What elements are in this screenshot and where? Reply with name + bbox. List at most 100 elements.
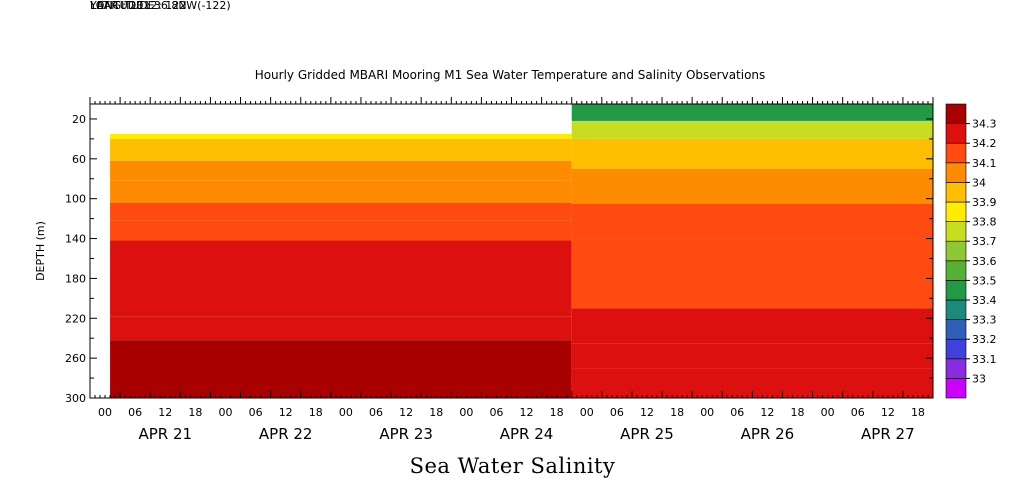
contour-band — [571, 343, 933, 369]
x-axis: 00 06 12 18 00 06 12 18 00 06 12 18 00 06 12 18 00 06 12 18… — [89, 97, 934, 443]
x-hour-label: 18 — [670, 406, 684, 419]
y-tick-label: 100 — [65, 193, 86, 206]
colorbar-swatch — [945, 201, 967, 222]
x-hour-label: 06 — [369, 406, 383, 419]
contour-band — [110, 160, 572, 181]
contour-band — [571, 203, 933, 239]
chart-footer: Sea Water Salinity — [409, 454, 616, 478]
colorbar-label: 34 — [972, 176, 986, 189]
x-hour-label: 00 — [459, 406, 473, 419]
y-tick-label: 180 — [65, 272, 86, 285]
y-tick-label: 300 — [65, 392, 86, 405]
x-hour-label: 12 — [760, 406, 774, 419]
x-hour-label: 00 — [98, 406, 112, 419]
colorbar: 33 33.1 33.2 33.3 33.4 33.5 33.6 33.7 33.8 33.9 34… — [945, 103, 997, 399]
colorbar-swatch — [945, 280, 967, 301]
contour-band — [571, 104, 933, 121]
contour-band — [571, 138, 933, 169]
colorbar-label: 33.6 — [972, 255, 997, 268]
x-hour-label: 18 — [550, 406, 564, 419]
x-hour-label: 06 — [610, 406, 624, 419]
colorbar-label: 33.4 — [972, 294, 997, 307]
contour-band — [110, 340, 572, 398]
colorbar-swatch — [945, 240, 967, 262]
y-axis-title: DEPTH (m) — [34, 221, 47, 281]
year-label: YEAR : 2012 — [90, 0, 158, 12]
x-hour-label: 12 — [158, 406, 172, 419]
colorbar-swatch — [945, 338, 967, 360]
salinity-contour-fills — [110, 104, 933, 398]
latitude-label: LATITUDE : 36.8N — [90, 0, 187, 12]
x-hour-label: 12 — [520, 406, 534, 419]
colorbar-swatch — [945, 378, 967, 399]
longitude-label: LONGITUDE : 122W(-122) — [90, 0, 231, 12]
x-day-label: APR 26 — [741, 425, 795, 443]
x-hour-label: 18 — [911, 406, 925, 419]
x-hour-label: 06 — [730, 406, 744, 419]
colorbar-swatch — [945, 319, 967, 340]
contour-band — [571, 308, 933, 344]
x-day-label: APR 22 — [259, 425, 313, 443]
colorbar-swatch — [945, 299, 967, 320]
y-tick-label: 60 — [72, 153, 86, 166]
contour-band — [110, 133, 572, 139]
colorbar-swatch — [945, 358, 967, 379]
x-hour-label: 00 — [218, 406, 232, 419]
colorbar-label: 33.9 — [972, 196, 997, 209]
x-day-label: APR 23 — [379, 425, 433, 443]
colorbar-swatch — [945, 221, 967, 242]
x-hour-label: 12 — [640, 406, 654, 419]
x-hour-label: 12 — [399, 406, 413, 419]
x-hour-label: 00 — [700, 406, 714, 419]
x-hour-label: 18 — [791, 406, 805, 419]
x-hour-label: 12 — [279, 406, 293, 419]
x-hour-label: 12 — [881, 406, 895, 419]
y-tick-label: 20 — [72, 113, 86, 126]
contour-band — [571, 238, 933, 309]
colorbar-swatch — [945, 123, 967, 144]
x-hour-label: 18 — [429, 406, 443, 419]
colorbar-swatch — [945, 162, 967, 183]
x-hour-label: 18 — [309, 406, 323, 419]
contour-band — [110, 202, 572, 221]
colorbar-label: 33.2 — [972, 333, 997, 346]
contour-band — [110, 180, 572, 203]
x-hour-label: 00 — [821, 406, 835, 419]
colorbar-label: 33 — [972, 372, 986, 385]
x-day-label: APR 24 — [500, 425, 554, 443]
y-tick-label: 260 — [65, 352, 86, 365]
colorbar-label: 33.1 — [972, 353, 997, 366]
colorbar-label: 33.7 — [972, 235, 997, 248]
colorbar-label: 34.3 — [972, 118, 997, 131]
contour-band — [110, 240, 572, 317]
x-hour-label: 00 — [580, 406, 594, 419]
colorbar-label: 34.1 — [972, 157, 997, 170]
colorbar-label: 33.3 — [972, 314, 997, 327]
x-hour-label: 18 — [188, 406, 202, 419]
y-axis: 20 60 100 140 180 220 260 300 — [65, 113, 933, 405]
colorbar-swatch — [945, 182, 967, 203]
x-hour-label: 06 — [249, 406, 263, 419]
x-hour-label: 06 — [851, 406, 865, 419]
y-tick-label: 220 — [65, 312, 86, 325]
colorbar-swatch — [945, 260, 967, 281]
x-hour-label: 06 — [128, 406, 142, 419]
x-day-label: APR 21 — [138, 425, 192, 443]
contour-band — [571, 168, 933, 204]
colorbar-label: 33.8 — [972, 216, 997, 229]
x-day-label: APR 25 — [620, 425, 674, 443]
chart-title: Hourly Gridded MBARI Mooring M1 Sea Wate… — [254, 68, 766, 82]
contour-band — [571, 120, 933, 139]
colorbar-label: 33.5 — [972, 274, 997, 287]
colorbar-label: 34.2 — [972, 137, 997, 150]
colorbar-swatch — [945, 142, 967, 164]
x-day-label: APR 27 — [861, 425, 915, 443]
contour-band — [110, 316, 572, 341]
x-hour-label: 00 — [339, 406, 353, 419]
y-tick-label: 140 — [65, 233, 86, 246]
x-hour-label: 06 — [489, 406, 503, 419]
contour-band — [110, 138, 572, 161]
contour-band — [110, 220, 572, 241]
colorbar-swatch — [945, 103, 967, 124]
